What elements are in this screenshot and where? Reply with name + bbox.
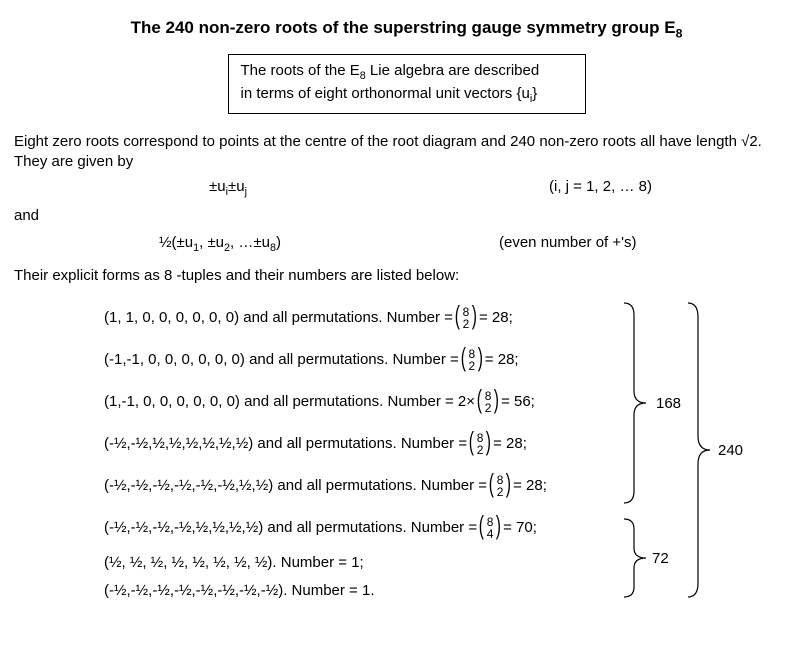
formula-2-left: ½(±u1, ±u2, …±u8): [14, 234, 499, 254]
root-text: (-½,-½,-½,-½,-½,-½,-½,-½). Number = 1.: [104, 582, 375, 599]
formula-sub: j: [245, 186, 247, 198]
root-text: (½, ½, ½, ½, ½, ½, ½, ½). Number = 1;: [104, 554, 364, 571]
binomial: 82: [497, 474, 504, 498]
paragraph-2: Their explicit forms as 8 -tuples and th…: [14, 266, 799, 286]
brace-72-label: 72: [652, 550, 669, 567]
formula-1: ±ui±uj (i, j = 1, 2, … 8): [14, 178, 799, 198]
root-text: (-1,-1, 0, 0, 0, 0, 0, 0) and all permut…: [104, 351, 459, 368]
binomial: 82: [468, 348, 475, 372]
roots-list: (1, 1, 0, 0, 0, 0, 0, 0) and all permuta…: [104, 297, 799, 605]
root-text: (1, 1, 0, 0, 0, 0, 0, 0) and all permuta…: [104, 309, 453, 326]
title-text: The 240 non-zero roots of the superstrin…: [131, 18, 676, 37]
formula-text: ±u: [209, 178, 226, 195]
bracket-right-icon: ): [472, 300, 477, 331]
box-text: in terms of eight orthonormal unit vecto…: [241, 85, 530, 102]
formula-2: ½(±u1, ±u2, …±u8) (even number of +'s): [14, 234, 799, 254]
bracket-right-icon: ): [486, 426, 491, 457]
binomial: 82: [477, 432, 484, 456]
brace-240-icon: [686, 303, 716, 597]
paragraph-1: Eight zero roots correspond to points at…: [14, 132, 799, 173]
brace-240-label: 240: [718, 442, 743, 459]
root-text: (-½,-½,-½,-½,½,½,½,½) and all permutatio…: [104, 519, 477, 536]
root-text: = 56;: [501, 393, 535, 410]
bracket-left-icon: (: [461, 342, 466, 373]
root-text: = 28;: [485, 351, 519, 368]
bracket-left-icon: (: [479, 510, 484, 541]
brace-72-icon: [622, 519, 652, 597]
bracket-left-icon: (: [469, 426, 474, 457]
binomial: 82: [485, 390, 492, 414]
and-label: and: [14, 206, 799, 226]
brace-168-icon: [622, 303, 652, 503]
description-box: The roots of the E8 Lie algebra are desc…: [228, 54, 586, 113]
formula-2-right: (even number of +'s): [499, 234, 637, 254]
bracket-right-icon: ): [506, 468, 511, 499]
formula-1-right: (i, j = 1, 2, … 8): [549, 178, 652, 198]
bracket-right-icon: ): [494, 384, 499, 415]
bracket-right-icon: ): [496, 510, 501, 541]
box-text: }: [532, 85, 537, 102]
root-text: = 28;: [493, 435, 527, 452]
root-text: = 70;: [503, 519, 537, 536]
root-text: = 28;: [513, 477, 547, 494]
box-text: Lie algebra are described: [366, 62, 539, 79]
formula-text: ±u: [228, 178, 245, 195]
binomial: 84: [487, 516, 494, 540]
formula-1-left: ±ui±uj: [14, 178, 549, 198]
bracket-left-icon: (: [477, 384, 482, 415]
bracket-left-icon: (: [489, 468, 494, 499]
root-text: (1,-1, 0, 0, 0, 0, 0, 0) and all permuta…: [104, 393, 475, 410]
formula-text: , …±u: [230, 234, 270, 251]
formula-text: ): [276, 234, 281, 251]
bracket-right-icon: ): [478, 342, 483, 373]
box-text: The roots of the E: [241, 62, 360, 79]
formula-text: , ±u: [199, 234, 224, 251]
root-text: (-½,-½,-½,-½,-½,-½,½,½) and all permutat…: [104, 477, 487, 494]
bracket-left-icon: (: [455, 300, 460, 331]
root-text: (-½,-½,½,½,½,½,½,½) and all permutations…: [104, 435, 467, 452]
title-sub: 8: [676, 26, 683, 40]
page-title: The 240 non-zero roots of the superstrin…: [54, 18, 759, 40]
brace-168-label: 168: [656, 395, 681, 412]
root-text: = 28;: [479, 309, 513, 326]
formula-text: ½(±u: [159, 234, 193, 251]
binomial: 82: [463, 306, 470, 330]
